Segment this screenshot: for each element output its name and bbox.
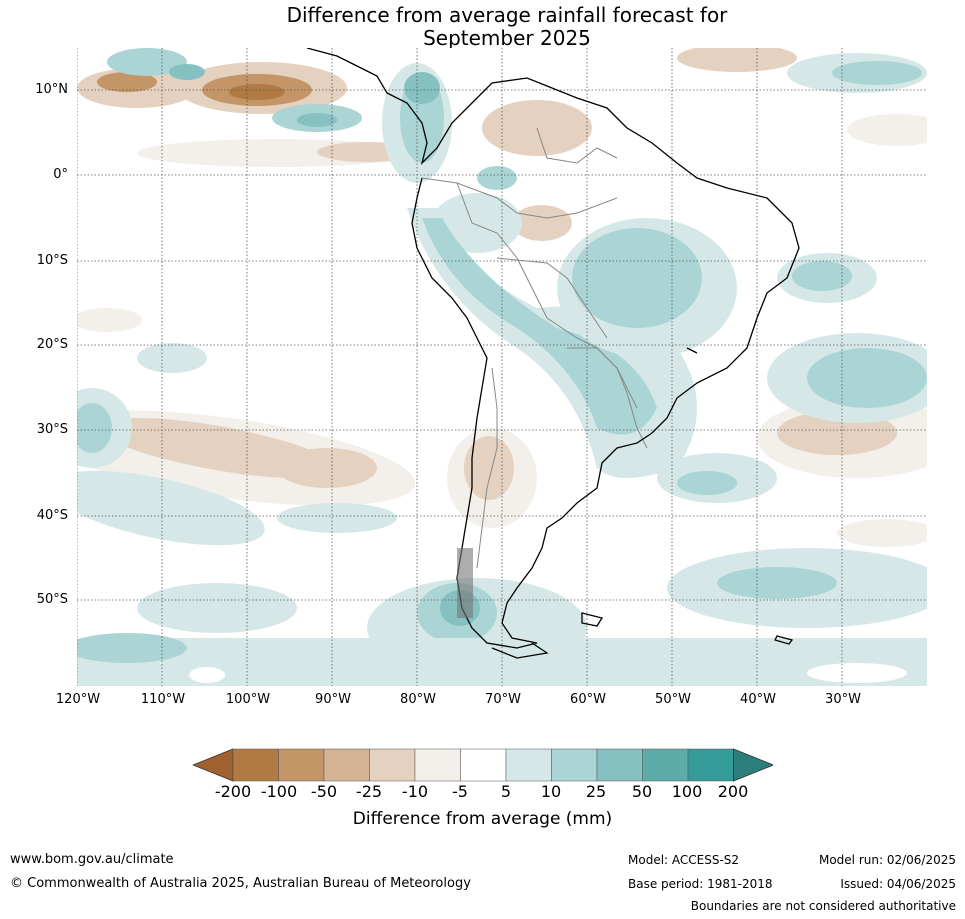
lon-label-30w: 30°W xyxy=(825,692,861,707)
colorbar-tick-100: 100 xyxy=(671,782,703,801)
colorbar-segments xyxy=(192,748,773,782)
title-line-2: September 2025 xyxy=(423,26,591,50)
colorbar-arrow-high xyxy=(733,748,773,782)
footer-model: Model: ACCESS-S2 xyxy=(628,853,740,867)
lon-label-80w: 80°W xyxy=(400,692,436,707)
colorbar xyxy=(192,748,773,782)
lon-label-110w: 110°W xyxy=(140,692,186,707)
lon-label-40w: 40°W xyxy=(740,692,776,707)
colorbar-tick-neg50: -50 xyxy=(310,782,338,801)
colorbar-label: Difference from average (mm) xyxy=(352,809,613,829)
colorbar-tick-neg100: -100 xyxy=(260,782,298,801)
colorbar-segment xyxy=(323,748,370,782)
graticule xyxy=(77,48,927,686)
colorbar-segment xyxy=(369,748,416,782)
colorbar-segment xyxy=(687,748,734,782)
lat-label-30s: 30°S xyxy=(36,422,68,437)
colorbar-segment xyxy=(505,748,552,782)
lat-label-10n: 10°N xyxy=(35,82,68,97)
rainfall-map xyxy=(77,48,927,686)
country-borders xyxy=(421,127,648,569)
lat-label-0: 0° xyxy=(53,167,68,182)
colorbar-segment xyxy=(232,748,279,782)
lon-label-70w: 70°W xyxy=(485,692,521,707)
footer-copyright: © Commonwealth of Australia 2025, Austra… xyxy=(10,876,471,891)
footer-issued: Issued: 04/06/2025 xyxy=(840,877,956,891)
lat-label-20s: 20°S xyxy=(36,337,68,352)
colorbar-tick-50: 50 xyxy=(631,782,653,801)
footer-disclaimer: Boundaries are not considered authoritat… xyxy=(690,899,956,913)
colorbar-segment xyxy=(414,748,461,782)
lat-label-40s: 40°S xyxy=(36,508,68,523)
colorbar-tick-neg10: -10 xyxy=(401,782,429,801)
lon-label-100w: 100°W xyxy=(225,692,271,707)
map-title: Difference from average rainfall forecas… xyxy=(0,4,965,50)
lon-label-120w: 120°W xyxy=(55,692,101,707)
colorbar-segment xyxy=(551,748,598,782)
drier-regions xyxy=(77,48,927,547)
colorbar-tick-10: 10 xyxy=(540,782,562,801)
colorbar-segment xyxy=(278,748,325,782)
colorbar-tick-200: 200 xyxy=(717,782,749,801)
colorbar-segment xyxy=(596,748,643,782)
lon-label-50w: 50°W xyxy=(655,692,691,707)
footer-model-run: Model run: 02/06/2025 xyxy=(818,853,956,867)
lat-label-10s: 10°S xyxy=(36,253,68,268)
colorbar-arrow-low xyxy=(192,748,234,782)
coastline xyxy=(306,48,800,659)
lat-label-50s: 50°S xyxy=(36,592,68,607)
footer-website[interactable]: www.bom.gov.au/climate xyxy=(10,852,174,867)
colorbar-segment xyxy=(642,748,689,782)
colorbar-tick-25: 25 xyxy=(585,782,607,801)
lon-label-90w: 90°W xyxy=(315,692,351,707)
colorbar-tick-neg200: -200 xyxy=(214,782,252,801)
colorbar-tick-5: 5 xyxy=(500,782,512,801)
rainfall-anomaly-map-svg xyxy=(77,48,927,686)
southern-chile-islands xyxy=(457,548,473,618)
colorbar-tick-neg5: -5 xyxy=(452,782,468,801)
colorbar-segment xyxy=(460,748,507,782)
title-line-1: Difference from average rainfall forecas… xyxy=(286,3,728,27)
lon-label-60w: 60°W xyxy=(570,692,606,707)
colorbar-tick-neg25: -25 xyxy=(355,782,383,801)
footer-base-period: Base period: 1981-2018 xyxy=(628,877,773,891)
